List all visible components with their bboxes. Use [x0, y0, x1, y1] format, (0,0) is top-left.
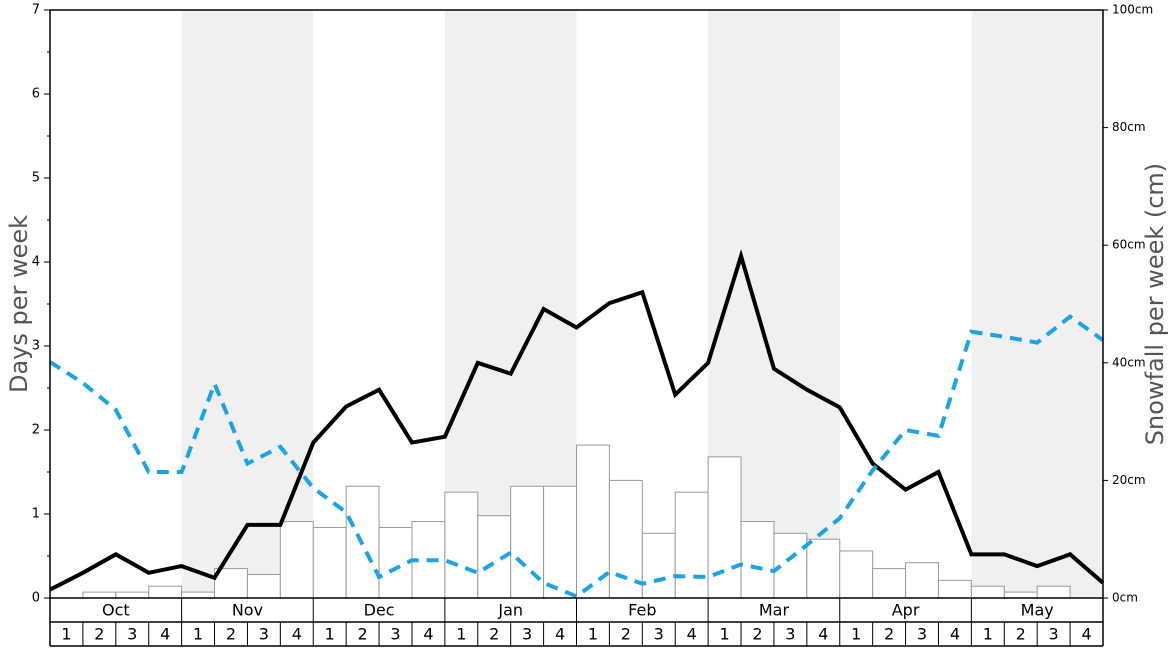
y-axis-title: Days per week	[5, 215, 33, 393]
bar	[181, 591, 216, 599]
line	[48, 314, 1105, 599]
x-tick-label: 1	[719, 625, 729, 644]
x-tick-label: 1	[983, 625, 993, 644]
x-tick-label: 2	[752, 625, 762, 644]
bar	[312, 526, 347, 599]
y-tick-label: 1	[32, 507, 40, 522]
x-tick-label: 4	[1081, 625, 1091, 644]
x-tick-label: 1	[193, 625, 203, 644]
bar	[1036, 585, 1071, 599]
month-label: Mar	[759, 601, 790, 620]
x-tick-label: 1	[61, 625, 71, 644]
bar	[378, 526, 413, 599]
y-tick-label: 3	[32, 339, 40, 354]
bar	[872, 568, 907, 599]
x-tick-label: 2	[621, 625, 631, 644]
bar	[148, 585, 183, 599]
bar	[115, 591, 150, 599]
x-tick-label: 3	[522, 625, 532, 644]
y2-axis-title: Snowfall per week (cm)	[1141, 163, 1168, 445]
x-tick-label: 3	[1049, 625, 1059, 644]
x-tick-label: 2	[226, 625, 236, 644]
x-tick-label: 4	[555, 625, 565, 644]
x-tick-label: 4	[687, 625, 697, 644]
y-tick-label: 7	[32, 3, 40, 18]
x-tick-label: 3	[785, 625, 795, 644]
line	[49, 249, 1105, 592]
x-tick-label: 2	[358, 625, 368, 644]
y-tick-label: 0	[32, 591, 40, 606]
bar	[246, 573, 281, 599]
bar	[510, 485, 545, 599]
x-tick-label: 2	[884, 625, 894, 644]
y2-tick-label: 0cm	[1112, 591, 1138, 605]
month-label: Apr	[892, 601, 920, 620]
x-tick-label: 1	[588, 625, 598, 644]
y2-tick-label: 40cm	[1112, 355, 1146, 369]
bar	[279, 521, 314, 599]
bar	[740, 521, 775, 599]
bar	[1003, 591, 1038, 599]
bar	[806, 538, 841, 599]
x-tick-label: 4	[292, 625, 302, 644]
month-label: May	[1021, 601, 1054, 620]
bar	[905, 562, 939, 599]
x-tick-label: 4	[818, 625, 828, 644]
x-tick-label: 4	[950, 625, 960, 644]
x-tick-label: 4	[160, 625, 170, 644]
y-tick-label: 2	[32, 423, 40, 438]
x-tick-label: 3	[390, 625, 400, 644]
bar	[707, 456, 742, 599]
month-label: Jan	[497, 601, 523, 620]
bar	[839, 550, 874, 599]
y-tick-label: 4	[32, 255, 40, 270]
month-label: Dec	[364, 601, 395, 620]
x-tick-label: 3	[654, 625, 664, 644]
bar	[970, 585, 1005, 599]
y2-tick-label: 80cm	[1112, 120, 1146, 134]
month-label: Feb	[628, 601, 656, 620]
bar	[444, 491, 479, 599]
bar	[641, 532, 676, 599]
bar	[937, 579, 972, 599]
bar	[674, 491, 709, 599]
x-tick-label: 3	[259, 625, 269, 644]
x-tick-label: 3	[127, 625, 137, 644]
bar	[543, 485, 577, 599]
month-shade	[181, 10, 314, 598]
x-tick-label: 4	[423, 625, 433, 644]
bar	[576, 444, 610, 599]
x-tick-label: 3	[917, 625, 927, 644]
y2-tick-label: 20cm	[1112, 473, 1146, 487]
x-tick-label: 1	[325, 625, 335, 644]
y-tick-label: 6	[32, 87, 40, 102]
month-shade	[971, 10, 1103, 598]
y2-tick-label: 60cm	[1112, 238, 1146, 252]
x-tick-label: 2	[1016, 625, 1026, 644]
x-tick-label: 1	[456, 625, 466, 644]
x-tick-label: 2	[94, 625, 104, 644]
x-tick-label: 2	[489, 625, 499, 644]
month-label: Oct	[102, 601, 130, 620]
y2-tick-label: 100cm	[1112, 3, 1153, 17]
x-tick-label: 1	[851, 625, 861, 644]
bar	[82, 591, 117, 599]
y-tick-label: 5	[32, 171, 40, 186]
month-label: Nov	[232, 601, 263, 620]
